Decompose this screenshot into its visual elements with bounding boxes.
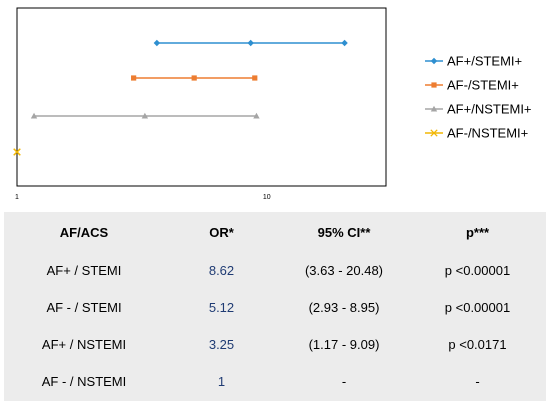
cell-group: AF - / STEMI <box>46 300 122 315</box>
cell-p: p <0.00001 <box>444 263 511 278</box>
data-point <box>252 75 258 81</box>
series-AF+/NSTEMI+ <box>30 112 260 119</box>
header-af-acs: AF/ACS <box>59 224 109 240</box>
cell-ci: (3.63 - 20.48) <box>304 263 384 278</box>
cell-ci: (2.93 - 8.95) <box>308 300 380 315</box>
header-or: OR* <box>209 224 234 240</box>
series-AF-/STEMI+ <box>131 75 258 81</box>
legend-entry: AF+/STEMI+ <box>425 54 522 69</box>
cell-group: AF+ / STEMI <box>46 263 122 278</box>
table-header-row: AF/ACS OR* 95% CI** p*** <box>4 212 546 252</box>
cell-p: p <0.0171 <box>448 337 507 352</box>
cell-p: - <box>475 374 480 389</box>
cell-or: 5.12 <box>208 300 235 315</box>
odds-ratio-table: AF/ACS OR* 95% CI** p*** AF+ / STEMI 8.6… <box>4 212 546 400</box>
legend-label: AF-/NSTEMI+ <box>447 126 528 141</box>
cell-group: AF - / NSTEMI <box>41 374 127 389</box>
forest-plot-chart: 1 10 AF+/STEMI+ AF-/STEMI+ AF+/NSTEMI+ AF-/N… <box>13 7 532 201</box>
data-point <box>191 75 197 81</box>
data-point <box>30 112 38 119</box>
table-row: AF - / NSTEMI 1 - - <box>4 363 546 400</box>
x-tick-label: 1 <box>15 194 19 201</box>
plot-area <box>16 7 387 187</box>
x-tick-label: 10 <box>263 194 271 201</box>
legend-marker <box>430 57 438 65</box>
series-layer <box>13 39 348 156</box>
table-row: AF - / STEMI 5.12 (2.93 - 8.95) p <0.000… <box>4 289 546 326</box>
legend-marker <box>430 129 438 137</box>
cell-ci: (1.17 - 9.09) <box>308 337 380 352</box>
series-AF-/NSTEMI+ <box>13 148 21 156</box>
data-point <box>341 39 348 47</box>
legend-entry: AF-/NSTEMI+ <box>425 126 528 141</box>
table-row: AF+ / NSTEMI 3.25 (1.17 - 9.09) p <0.017… <box>4 326 546 363</box>
cell-or: 8.62 <box>208 263 235 278</box>
odds-ratio-table-panel: AF/ACS OR* 95% CI** p*** AF+ / STEMI 8.6… <box>4 212 546 401</box>
data-point <box>141 112 149 119</box>
cell-or: 1 <box>217 374 226 389</box>
data-point <box>131 75 137 81</box>
data-point <box>153 39 161 47</box>
series-AF+/STEMI+ <box>153 39 348 47</box>
cell-p: p <0.00001 <box>444 300 511 315</box>
legend-label: AF-/STEMI+ <box>447 78 519 93</box>
legend-marker <box>431 82 437 88</box>
cell-group: AF+ / NSTEMI <box>41 337 127 352</box>
legend-label: AF+/STEMI+ <box>447 54 522 69</box>
legend-entry: AF-/STEMI+ <box>425 78 519 93</box>
header-ci: 95% CI** <box>317 224 371 240</box>
data-point <box>247 39 254 47</box>
table-row: AF+ / STEMI 8.62 (3.63 - 20.48) p <0.000… <box>4 252 546 289</box>
data-point <box>253 112 260 119</box>
legend: AF+/STEMI+ AF-/STEMI+ AF+/NSTEMI+ AF-/NSTEM… <box>425 54 532 141</box>
data-point <box>13 148 21 156</box>
header-p: p*** <box>465 224 490 240</box>
x-axis-ticks: 1 10 <box>15 194 271 201</box>
cell-or: 3.25 <box>208 337 235 352</box>
legend-entry: AF+/NSTEMI+ <box>425 102 532 117</box>
legend-marker <box>430 105 438 112</box>
cell-ci: - <box>341 374 347 389</box>
legend-label: AF+/NSTEMI+ <box>447 102 532 117</box>
